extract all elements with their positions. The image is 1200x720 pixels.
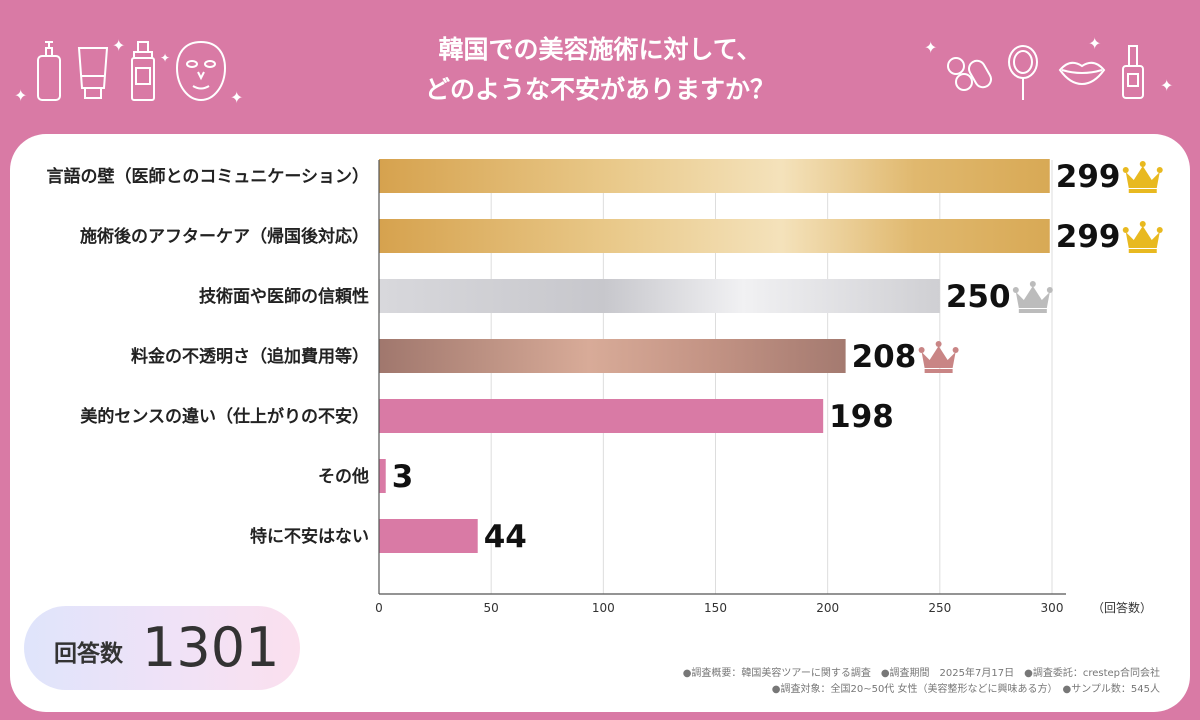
sparkle-icon: ✦ xyxy=(160,51,171,65)
crown-icon xyxy=(1122,161,1163,193)
sparkle-icon: ✦ xyxy=(230,88,244,107)
value-label: 208 xyxy=(852,339,917,375)
title-line-1: 韓国での美容施術に対して、 xyxy=(438,35,762,64)
x-tick-label: 50 xyxy=(484,601,499,615)
tube-icon xyxy=(77,47,109,99)
crown-shape xyxy=(921,346,956,368)
sparkle-icon: ✦ xyxy=(14,86,28,105)
value-label: 299 xyxy=(1056,159,1121,195)
category-label: 料金の不透明さ（追加費用等） xyxy=(131,346,369,367)
bar xyxy=(379,159,1050,193)
x-tick-label: 250 xyxy=(928,601,951,615)
value-label: 44 xyxy=(484,519,527,555)
nail-polish-icon xyxy=(1122,45,1144,99)
crown-shape xyxy=(1125,226,1160,248)
category-label: その他 xyxy=(318,466,369,487)
sparkle-icon: ✦ xyxy=(1160,76,1174,95)
x-tick-label: 200 xyxy=(816,601,839,615)
survey-note-line-2: ●調査対象：全国20~50代 女性（美容整形などに興味ある方） ●サンプル数：5… xyxy=(771,684,1160,695)
crown-base xyxy=(1128,249,1157,253)
crown-jewel xyxy=(1156,167,1163,173)
category-label: 特に不安はない xyxy=(250,526,369,547)
crown-jewel xyxy=(1012,287,1019,293)
lips-icon xyxy=(1058,61,1106,86)
crown-jewel xyxy=(1156,227,1163,233)
bar xyxy=(379,339,846,373)
crown-jewel xyxy=(1029,281,1036,287)
sparkle-icon: ✦ xyxy=(112,36,126,55)
pill-icon xyxy=(947,57,992,91)
x-tick-label: 150 xyxy=(704,601,727,615)
sparkle-icon: ✦ xyxy=(924,38,938,57)
x-tick-label: 100 xyxy=(592,601,615,615)
crown-base xyxy=(1128,189,1157,193)
crown-jewel xyxy=(952,347,959,353)
face-mask-icon xyxy=(175,40,227,102)
crown-shape xyxy=(1125,166,1160,188)
crown-shape xyxy=(1015,286,1050,308)
total-responses-badge: 回答数 1301 xyxy=(24,606,300,690)
value-label: 198 xyxy=(829,399,894,435)
crown-jewel xyxy=(1139,161,1146,167)
total-value: 1301 xyxy=(142,616,280,679)
value-label: 299 xyxy=(1056,219,1121,255)
sparkle-icon: ✦ xyxy=(1088,34,1102,53)
crown-jewel xyxy=(1139,221,1146,227)
crown-icon xyxy=(1012,281,1053,313)
lotion-bottle-icon xyxy=(37,41,61,101)
total-label: 回答数 xyxy=(54,641,123,667)
crown-jewel xyxy=(918,347,925,353)
category-label: 言語の壁（医師とのコミュニケーション） xyxy=(47,166,370,187)
spray-bottle-icon xyxy=(131,41,155,101)
crown-icon xyxy=(918,341,959,373)
value-label: 3 xyxy=(392,459,414,495)
crown-base xyxy=(924,369,953,373)
value-label: 250 xyxy=(946,279,1011,315)
hand-mirror-icon xyxy=(1008,45,1038,100)
crown-jewel xyxy=(935,341,942,347)
category-label: 美的センスの違い（仕上がりの不安） xyxy=(80,406,369,427)
category-label: 施術後のアフターケア（帰国後対応） xyxy=(80,226,369,247)
crown-icon xyxy=(1122,221,1163,253)
category-label: 技術面や医師の信頼性 xyxy=(199,286,369,307)
bar xyxy=(379,459,386,493)
x-tick-label: 0 xyxy=(375,601,383,615)
crown-base xyxy=(1018,309,1047,313)
survey-note-line-1: ●調査概要：韓国美容ツアーに関する調査 ●調査期間 2025年7月17日 ●調査… xyxy=(682,668,1160,679)
crown-jewel xyxy=(1122,167,1129,173)
bar-chart: 言語の壁（医師とのコミュニケーション） 299 施術後のアフターケア（帰国後対応） 2… xyxy=(47,159,1163,615)
bar xyxy=(379,219,1050,253)
crown-jewel xyxy=(1046,287,1053,293)
x-tick-label: 300 xyxy=(1041,601,1064,615)
chart-title: 韓国での美容施術に対して、 どのような不安がありますか？ xyxy=(0,30,1200,110)
bar xyxy=(379,279,940,313)
x-axis-unit: （回答数） xyxy=(1092,600,1152,615)
bar xyxy=(379,399,824,433)
bar xyxy=(379,519,478,553)
title-line-2: どのような不安がありますか？ xyxy=(424,75,775,104)
crown-jewel xyxy=(1122,227,1129,233)
